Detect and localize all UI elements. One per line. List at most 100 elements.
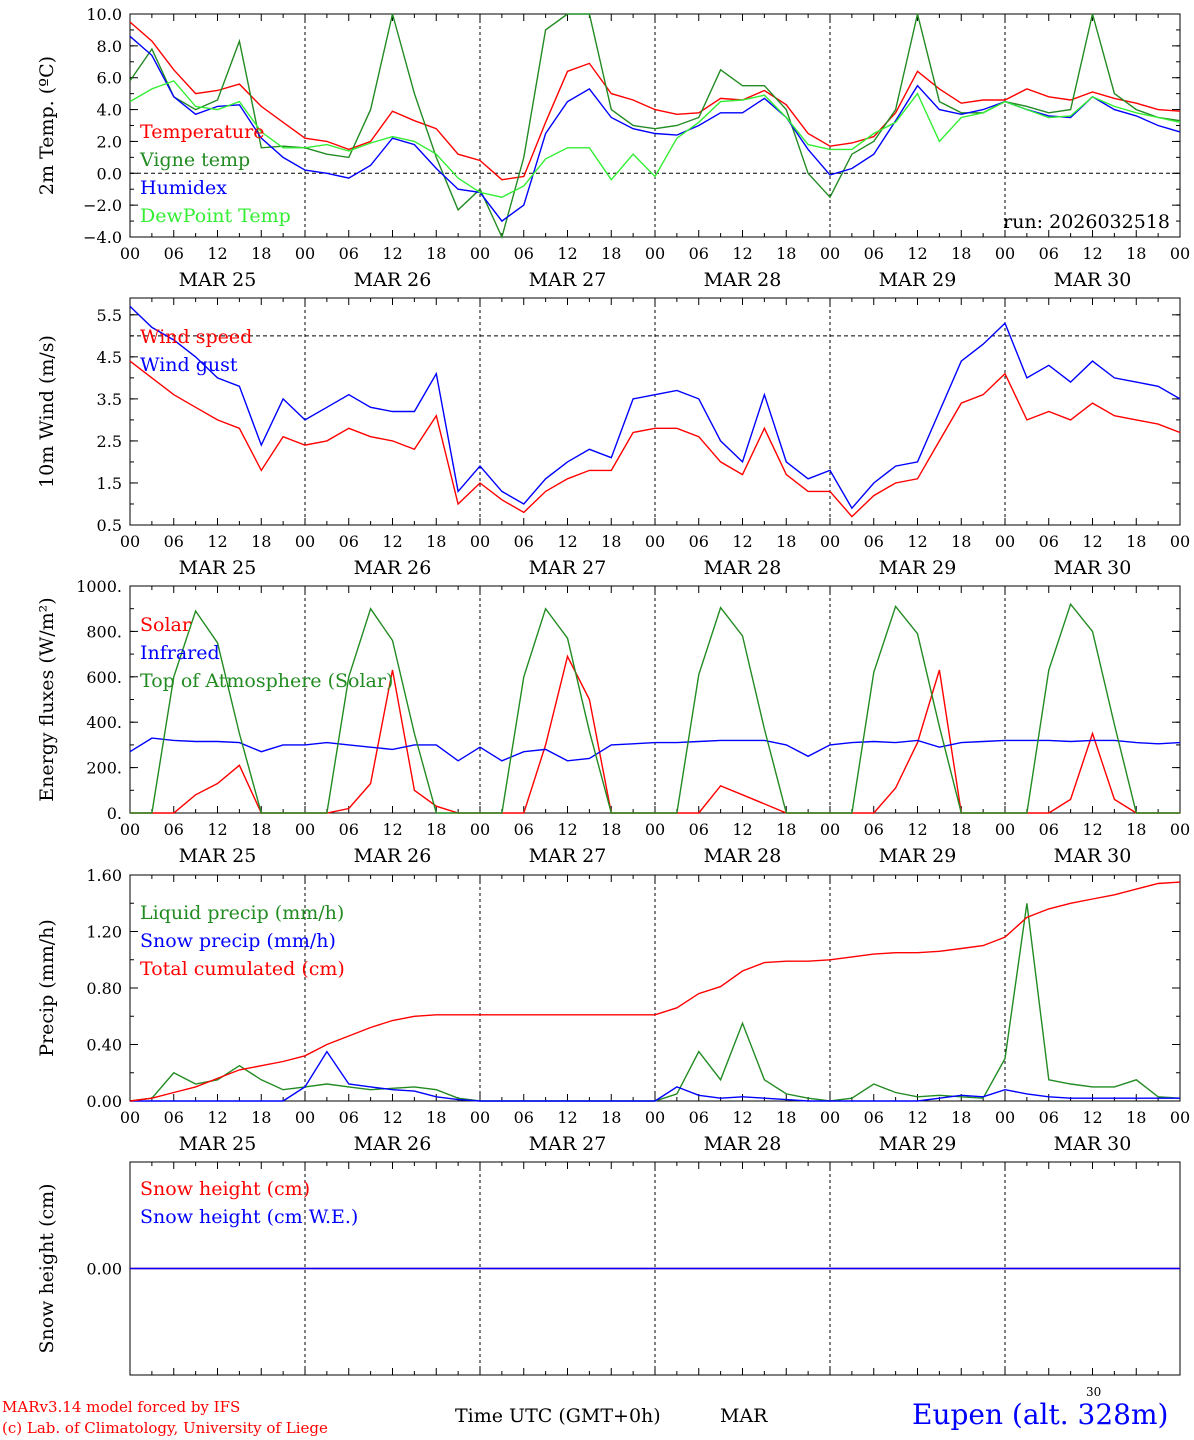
x-tick-label: 06 — [164, 820, 184, 839]
day-label: MAR 26 — [354, 845, 432, 867]
x-tick-label: 06 — [514, 820, 534, 839]
x-tick-label: 00 — [995, 1108, 1015, 1127]
day-label: MAR 30 — [1054, 1133, 1132, 1155]
legend-entry: Vigne temp — [139, 149, 250, 171]
series-line-wind-gust — [129, 305, 1181, 510]
legend-entry: Snow precip (mm/h) — [140, 930, 336, 952]
y-tick-label: 8.0 — [97, 37, 122, 56]
y-axis-label: Snow height (cm) — [36, 1183, 58, 1353]
y-tick-label: 400. — [86, 713, 122, 732]
x-tick-label: 00 — [470, 532, 490, 551]
x-tick-label: 18 — [601, 532, 621, 551]
x-tick-label: 00 — [645, 1108, 665, 1127]
x-tick-label: 06 — [164, 1108, 184, 1127]
x-tick-label: 06 — [339, 532, 359, 551]
y-tick-label: 10.0 — [86, 5, 122, 24]
series-line-infrared — [129, 737, 1181, 762]
series-line-wind-speed — [129, 360, 1181, 518]
day-label: MAR 30 — [1054, 557, 1132, 579]
station-title: Eupen (alt. 328m) — [912, 1398, 1169, 1431]
x-tick-label: 06 — [164, 244, 184, 263]
day-label: MAR 29 — [879, 269, 957, 291]
x-tick-label: 00 — [120, 244, 140, 263]
x-tick-label: 18 — [251, 820, 271, 839]
legend-entry: Humidex — [140, 177, 227, 199]
x-tick-label: 06 — [514, 244, 534, 263]
x-tick-label: 18 — [601, 820, 621, 839]
y-tick-label: 6.0 — [97, 69, 122, 88]
x-tick-label: 06 — [1039, 1108, 1059, 1127]
legend-entry: Infrared — [140, 642, 220, 664]
x-tick-label: 12 — [207, 1108, 227, 1127]
x-tick-label: 00 — [295, 1108, 315, 1127]
y-tick-label: 200. — [86, 759, 122, 778]
chart-panel-2: 00 06 12 18 00 06 12 18 00 06 12 18 00 06 12 18 00 06 12 18… — [36, 297, 1190, 579]
day-label: MAR 30 — [1054, 269, 1132, 291]
series-line-snow-precip-mm-h- — [130, 1050, 1180, 1102]
y-tick-label: 4.5 — [97, 348, 122, 367]
model-credit: MARv3.14 model forced by IFS — [2, 1398, 241, 1416]
x-tick-label: 18 — [776, 244, 796, 263]
month-label: MAR — [720, 1405, 768, 1427]
day-label: MAR 29 — [879, 845, 957, 867]
x-tick-label: 18 — [776, 1108, 796, 1127]
x-tick-label: 06 — [689, 820, 709, 839]
chart-panel-3: 00 06 12 18 00 06 12 18 00 06 12 18 00 06 12 18 00 06 12 18… — [36, 577, 1190, 867]
day-label: MAR 25 — [179, 557, 257, 579]
series-line-dewpoint-temp — [129, 80, 1181, 198]
x-tick-label: 12 — [907, 532, 927, 551]
time-axis-label: Time UTC (GMT+0h) — [455, 1405, 661, 1427]
legend-entry: Snow height (cm) — [140, 1178, 310, 1200]
x-tick-label: 12 — [1082, 244, 1102, 263]
x-tick-label: 12 — [1082, 820, 1102, 839]
day-label: MAR 26 — [354, 557, 432, 579]
x-tick-label: 06 — [514, 532, 534, 551]
legend-entry: DewPoint Temp — [140, 205, 291, 227]
y-tick-label: 0.5 — [97, 516, 122, 535]
x-tick-label: 18 — [251, 1108, 271, 1127]
legend-entry: Temperature — [140, 121, 264, 143]
x-tick-label: 12 — [382, 820, 402, 839]
day-label: MAR 29 — [879, 1133, 957, 1155]
y-tick-label: 1.5 — [97, 474, 122, 493]
day-marker: 30 — [1086, 1385, 1102, 1399]
x-tick-label: 18 — [951, 532, 971, 551]
x-tick-label: 18 — [1126, 532, 1146, 551]
day-label: MAR 25 — [179, 269, 257, 291]
day-label: MAR 27 — [529, 557, 607, 579]
x-tick-label: 00 — [820, 532, 840, 551]
x-tick-label: 06 — [339, 820, 359, 839]
y-tick-label: 2.0 — [97, 132, 122, 151]
legend-entry: Solar — [140, 614, 192, 636]
y-tick-label: 600. — [86, 668, 122, 687]
x-tick-label: 06 — [864, 244, 884, 263]
y-tick-label: 1.20 — [86, 923, 122, 942]
day-label: MAR 27 — [529, 269, 607, 291]
x-tick-label: 06 — [689, 1108, 709, 1127]
x-tick-label: 00 — [995, 244, 1015, 263]
y-tick-label: 5.5 — [97, 306, 122, 325]
day-label: MAR 28 — [704, 269, 782, 291]
day-label: MAR 27 — [529, 845, 607, 867]
x-tick-label: 12 — [907, 1108, 927, 1127]
x-tick-label: 12 — [207, 532, 227, 551]
y-axis-label: 2m Temp. (ºC) — [36, 56, 58, 195]
x-tick-label: 18 — [426, 1108, 446, 1127]
x-tick-label: 12 — [557, 820, 577, 839]
x-tick-label: 06 — [1039, 532, 1059, 551]
x-tick-label: 18 — [776, 532, 796, 551]
x-tick-label: 00 — [820, 1108, 840, 1127]
x-tick-label: 00 — [995, 820, 1015, 839]
x-tick-label: 18 — [601, 244, 621, 263]
x-tick-label: 18 — [951, 1108, 971, 1127]
day-label: MAR 27 — [529, 1133, 607, 1155]
x-tick-label: 00 — [1170, 820, 1190, 839]
legend-entry: Wind speed — [140, 326, 252, 348]
x-tick-label: 12 — [1082, 532, 1102, 551]
x-tick-label: 00 — [995, 532, 1015, 551]
y-axis-label: Energy fluxes (W/m²) — [36, 597, 58, 801]
x-tick-label: 00 — [1170, 532, 1190, 551]
x-tick-label: 06 — [1039, 820, 1059, 839]
x-tick-label: 18 — [426, 532, 446, 551]
x-tick-label: 18 — [776, 820, 796, 839]
